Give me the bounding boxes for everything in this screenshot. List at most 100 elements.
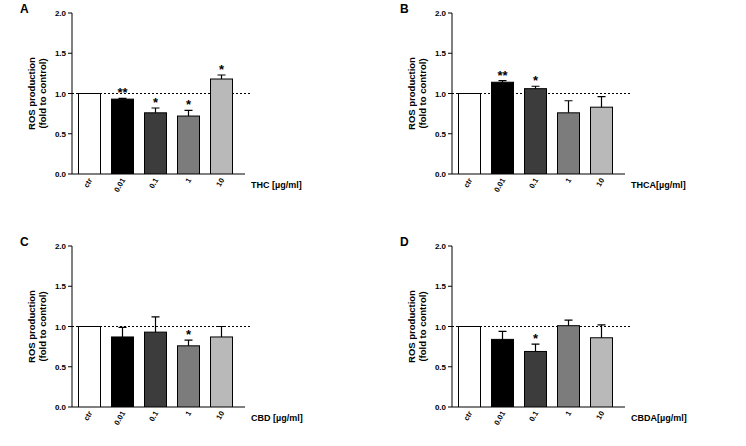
x-tick-label: 0.1	[147, 177, 160, 191]
x-tick-label: 10	[594, 177, 606, 189]
y-tick	[448, 326, 452, 327]
x-tick-label: 1	[563, 177, 573, 185]
bar	[145, 332, 167, 407]
y-tick-label: 2.0	[435, 9, 447, 18]
error-bar	[499, 331, 507, 339]
panel-label: B	[400, 2, 409, 16]
y-tick	[448, 93, 452, 94]
y-tick-label: 2.0	[55, 9, 67, 18]
x-tick-label: 0.01	[112, 410, 127, 427]
bars	[459, 81, 613, 174]
y-tick	[68, 174, 72, 175]
error-bar	[152, 317, 160, 332]
bar	[178, 346, 200, 407]
y-tick-label: 2.0	[55, 242, 67, 251]
y-tick-label: 1.0	[55, 90, 67, 99]
y-tick	[448, 53, 452, 54]
error-bar	[598, 325, 606, 338]
bar	[492, 339, 514, 407]
y-tick-label: 1.0	[435, 90, 447, 99]
y-tick	[68, 286, 72, 287]
y-tick-label: 0.0	[435, 170, 447, 179]
y-tick-label: 0.5	[55, 363, 67, 372]
bar	[525, 351, 547, 407]
significance: *	[186, 97, 192, 112]
x-tick-label: 0.1	[527, 410, 540, 424]
x-axis-label: THCA[µg/ml]	[631, 180, 686, 190]
x-tick-label: 0.01	[112, 177, 127, 194]
y-axis-label-line: (fold to control)	[417, 58, 428, 128]
significance: *	[533, 331, 539, 346]
significance: *	[219, 62, 225, 77]
y-tick	[68, 246, 72, 247]
y-tick	[448, 366, 452, 367]
x-tick-label: 0.1	[147, 410, 160, 424]
significance: *	[153, 95, 159, 110]
y-tick	[448, 407, 452, 408]
y-tick	[448, 133, 452, 134]
bars	[459, 320, 613, 407]
bar	[492, 82, 514, 174]
bar	[558, 326, 580, 407]
y-tick-label: 1.5	[55, 282, 67, 291]
bar	[558, 113, 580, 174]
y-tick	[448, 246, 452, 247]
error-bar	[119, 327, 127, 337]
x-tick-label: 10	[214, 177, 226, 189]
panel-label: A	[20, 2, 29, 16]
y-axis-label-line: (fold to control)	[37, 291, 48, 361]
x-axis-label: CBDA[µg/ml]	[631, 413, 687, 423]
y-axis-label: ROS production(fold to control)	[26, 290, 48, 363]
panel: C ROS production(fold to control) 0.0 0.5 1.…	[20, 235, 303, 427]
y-tick-label: 1.0	[55, 323, 67, 332]
y-tick	[68, 326, 72, 327]
y-tick	[448, 286, 452, 287]
bar	[459, 94, 481, 175]
y-tick-label: 0.0	[435, 403, 447, 412]
x-axis-label: THC [µg/ml]	[251, 180, 302, 190]
y-axis-label: ROS production(fold to control)	[406, 57, 428, 130]
x-tick-label: 0.1	[527, 177, 540, 191]
y-tick-label: 0.5	[55, 130, 67, 139]
bar	[525, 89, 547, 174]
bar	[591, 338, 613, 407]
y-axis-label: ROS production(fold to control)	[26, 57, 48, 130]
y-tick-label: 0.0	[55, 403, 67, 412]
bar	[459, 327, 481, 408]
x-tick-label: 1	[183, 410, 193, 418]
bar	[79, 327, 101, 408]
bar	[211, 337, 233, 407]
bars	[79, 75, 233, 174]
bar	[112, 337, 134, 407]
y-tick	[68, 133, 72, 134]
y-tick	[448, 174, 452, 175]
error-bar	[565, 320, 573, 326]
x-tick-label: ctr	[462, 409, 475, 422]
x-tick-label: 1	[183, 177, 193, 185]
significance: *	[533, 73, 539, 88]
figure: AROS production(fold to control)0.00.51.…	[0, 0, 746, 446]
x-tick-label: ctr	[82, 409, 95, 422]
panel: A ROS production(fold to control) 0.0 0.5 1.…	[20, 2, 302, 194]
bar	[211, 79, 233, 174]
y-tick-label: 1.5	[435, 282, 447, 291]
y-axis-label-line: ROS production	[26, 290, 37, 363]
error-bar	[218, 327, 226, 337]
y-tick	[68, 407, 72, 408]
bars	[79, 317, 233, 407]
x-tick-label: ctr	[462, 176, 475, 189]
y-tick-label: 0.0	[55, 170, 67, 179]
panel: DROS production(fold to control)0.00.51.…	[400, 235, 687, 427]
y-axis-label-line: (fold to control)	[37, 58, 48, 128]
error-bar	[598, 97, 606, 107]
x-axis-label: CBD [µg/ml]	[251, 413, 303, 423]
bar	[591, 107, 613, 174]
y-axis-label-line: ROS production	[406, 57, 417, 130]
y-axis-label-line: ROS production	[406, 290, 417, 363]
y-tick	[448, 13, 452, 14]
bar	[79, 94, 101, 175]
y-tick-label: 0.5	[435, 363, 447, 372]
x-tick-label: 0.01	[492, 177, 507, 194]
panel-label: C	[20, 235, 29, 249]
significance: **	[117, 85, 128, 100]
